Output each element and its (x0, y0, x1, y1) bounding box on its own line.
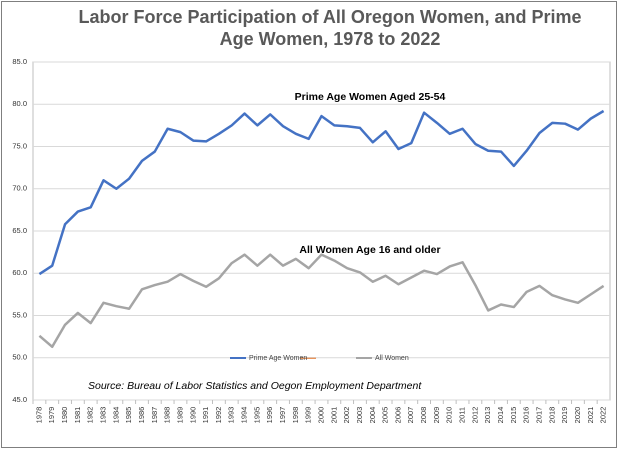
legend-label: Prime Age Women (249, 355, 307, 362)
x-tick-label: 1991 (201, 407, 210, 424)
x-tick-label: 1996 (265, 407, 274, 424)
x-tick-label: 1978 (34, 407, 43, 424)
x-tick-label: 2010 (445, 407, 454, 424)
x-tick-label: 1983 (99, 407, 108, 424)
x-tick-label: 1987 (150, 407, 159, 424)
x-tick-label: 1994 (240, 407, 249, 424)
x-tick-label: 2015 (509, 407, 518, 424)
x-tick-label: 1984 (111, 407, 120, 424)
x-tick-label: 2018 (547, 407, 556, 424)
y-tick-label: 70.0 (12, 184, 27, 193)
legend-label: All Women (375, 355, 409, 362)
x-tick-label: 2007 (406, 407, 415, 424)
x-tick-label: 2008 (419, 407, 428, 424)
y-tick-label: 65.0 (12, 226, 27, 235)
x-tick-label: 1993 (227, 407, 236, 424)
x-tick-label: 1999 (304, 407, 313, 424)
x-tick-label: 2001 (329, 407, 338, 424)
x-tick-label: 2016 (522, 407, 531, 424)
x-tick-label: 2004 (368, 407, 377, 424)
y-tick-label: 75.0 (12, 141, 27, 150)
x-tick-label: 2013 (483, 407, 492, 424)
source-note: Source: Bureau of Labor Statistics and O… (88, 380, 422, 392)
x-tick-label: 1979 (47, 407, 56, 424)
x-tick-label: 1992 (214, 407, 223, 424)
annotation: All Women Age 16 and older (299, 244, 440, 256)
x-tick-label: 2017 (534, 407, 543, 424)
y-tick-label: 80.0 (12, 99, 27, 108)
chart-title: Labor Force Participation of All Oregon … (78, 7, 581, 27)
line-series (38, 109, 605, 276)
x-tick-label: 1995 (252, 407, 261, 424)
x-tick-label: 1989 (175, 407, 184, 424)
x-tick-label: 2000 (316, 407, 325, 424)
chart-title: Age Women, 1978 to 2022 (220, 29, 441, 49)
y-tick-label: 60.0 (12, 268, 27, 277)
x-tick-label: 1982 (86, 407, 95, 424)
x-tick-label: 1997 (278, 407, 287, 424)
x-tick-label: 1988 (163, 407, 172, 424)
x-tick-label: 1986 (137, 407, 146, 424)
x-tick-label: 2019 (560, 407, 569, 424)
x-tick-label: 2020 (573, 407, 582, 424)
y-tick-label: 45.0 (12, 395, 27, 404)
x-tick-label: 2009 (432, 407, 441, 424)
x-tick-label: 1990 (188, 407, 197, 424)
x-tick-label: 2012 (470, 407, 479, 424)
x-tick-label: 2006 (393, 407, 402, 424)
x-tick-label: 2014 (496, 407, 505, 424)
annotation: Prime Age Women Aged 25-54 (295, 91, 446, 103)
x-tick-label: 1985 (124, 407, 133, 424)
line-series (38, 253, 605, 349)
x-tick-label: 2003 (355, 407, 364, 424)
y-tick-label: 55.0 (12, 310, 27, 319)
y-tick-label: 85.0 (12, 57, 27, 66)
x-tick-label: 2005 (381, 407, 390, 424)
x-tick-label: 2022 (599, 407, 608, 424)
y-tick-label: 50.0 (12, 353, 27, 362)
x-tick-label: 2011 (458, 407, 467, 423)
x-tick-label: 1998 (291, 407, 300, 424)
x-tick-label: 2021 (586, 407, 595, 424)
x-tick-label: 1980 (60, 407, 69, 424)
x-tick-label: 2002 (342, 407, 351, 424)
x-tick-label: 1981 (73, 407, 82, 424)
